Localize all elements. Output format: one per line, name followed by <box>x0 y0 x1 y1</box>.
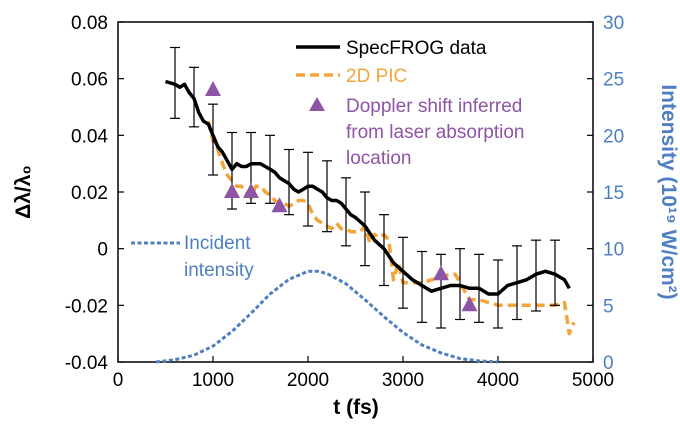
annotation-line1: Incident <box>184 233 251 254</box>
intensity-curve <box>155 269 499 364</box>
legend-doppler-label-line2: from laser absorption <box>346 122 524 143</box>
x-axis-label: t (fs) <box>333 396 379 419</box>
specfrog-curve <box>165 79 571 296</box>
legend-doppler-label-line3: location <box>346 148 412 169</box>
y-right-tick-label: 10 <box>603 240 624 261</box>
y-left-axis-label: Δλ/λ₀ <box>12 165 35 219</box>
y-left-tick-label: 0.06 <box>71 70 108 91</box>
legend: SpecFROG data 2D PIC Doppler shift infer… <box>296 38 524 169</box>
x-axis-ticks: 0 1000 2000 3000 4000 5000 <box>113 356 614 391</box>
doppler-series <box>205 81 478 312</box>
legend-doppler-label-line1: Doppler shift inferred <box>346 96 522 117</box>
y-left-tick-label: 0.02 <box>71 183 108 204</box>
x-tick-label: 0 <box>113 370 124 391</box>
y-left-tick-label: 0.08 <box>71 13 108 34</box>
y-right-tick-label: 25 <box>603 70 624 91</box>
legend-specfrog-label: SpecFROG data <box>346 38 487 59</box>
doppler-point <box>433 265 449 281</box>
y-left-tick-label: -0.04 <box>65 353 109 374</box>
y-right-tick-label: 5 <box>603 296 614 317</box>
y-right-tick-label: 30 <box>603 13 624 34</box>
doppler-point <box>271 197 288 213</box>
intensity-series <box>155 269 499 364</box>
y-left-axis-ticks: -0.04 -0.02 0 0.02 0.04 0.06 0.08 <box>65 13 124 374</box>
y-right-axis-ticks: 0 5 10 15 20 25 30 <box>587 13 624 374</box>
x-tick-label: 3000 <box>382 370 424 391</box>
specfrog-series <box>165 79 571 296</box>
specfrog-error-bars <box>170 46 560 329</box>
doppler-point <box>243 183 259 198</box>
y-right-tick-label: 0 <box>603 353 614 374</box>
y-left-tick-label: 0.04 <box>71 126 108 147</box>
x-tick-label: 1000 <box>192 370 234 391</box>
doppler-point <box>461 296 478 312</box>
x-tick-label: 5000 <box>572 370 614 391</box>
legend-pic-label: 2D PIC <box>346 66 407 87</box>
legend-doppler-swatch <box>309 97 325 111</box>
doppler-point <box>205 81 221 96</box>
x-tick-label: 4000 <box>477 370 519 391</box>
doppler-point <box>224 183 240 198</box>
y-right-tick-label: 15 <box>603 183 624 204</box>
y-left-tick-label: -0.02 <box>65 296 108 317</box>
x-tick-label: 2000 <box>287 370 329 391</box>
incident-intensity-annotation: Incident intensity <box>131 233 254 281</box>
annotation-line2: intensity <box>184 260 254 281</box>
y-right-axis-label: Intensity (10¹⁹ W/cm²) <box>657 84 680 299</box>
y-left-tick-label: 0 <box>97 240 108 261</box>
y-right-tick-label: 20 <box>603 126 624 147</box>
